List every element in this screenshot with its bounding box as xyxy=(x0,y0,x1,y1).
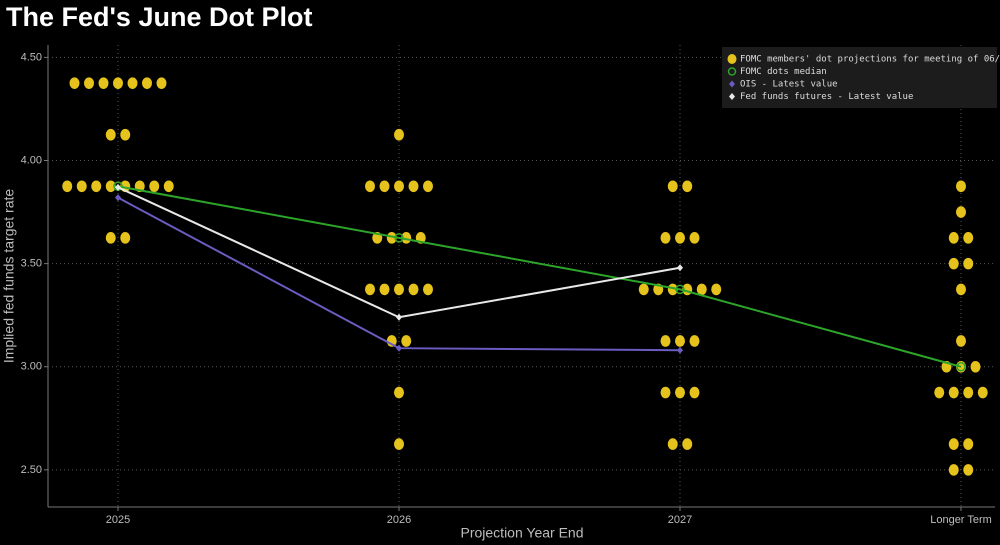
dot xyxy=(394,128,404,141)
dot xyxy=(948,257,959,270)
dot xyxy=(62,180,73,193)
dot xyxy=(660,335,671,347)
dot xyxy=(948,464,959,476)
dot xyxy=(638,283,649,296)
dot xyxy=(675,386,685,399)
x-axis-label: Projection Year End xyxy=(461,525,584,541)
median-marker xyxy=(675,284,685,295)
dot xyxy=(689,335,700,347)
dot xyxy=(408,180,419,193)
legend-marker xyxy=(729,80,735,88)
series-line xyxy=(117,185,962,368)
y-tick-label: 2.50 xyxy=(21,464,42,476)
x-tick-label: 2027 xyxy=(668,514,692,526)
y-tick-label: 4.50 xyxy=(21,51,42,63)
dot xyxy=(156,77,167,89)
legend-label: FOMC dots median xyxy=(740,67,827,77)
legend-marker xyxy=(727,54,737,64)
dot xyxy=(379,180,390,193)
dot xyxy=(149,180,160,193)
dot xyxy=(963,464,974,476)
dot xyxy=(423,283,433,296)
dot xyxy=(365,180,375,193)
legend-marker xyxy=(727,67,737,76)
median-marker xyxy=(956,362,966,372)
dot xyxy=(386,232,397,244)
dot xyxy=(91,180,102,193)
dot xyxy=(120,128,131,141)
dot xyxy=(98,77,109,89)
legend-label: Fed funds futures - Latest value xyxy=(740,92,913,102)
dot xyxy=(113,77,123,89)
y-tick-label: 3.50 xyxy=(21,258,42,270)
diamond-marker xyxy=(115,194,121,202)
dot xyxy=(84,77,94,89)
dot xyxy=(963,438,974,450)
dot xyxy=(956,283,966,296)
dot xyxy=(379,283,390,296)
dot xyxy=(963,232,974,244)
legend-label: FOMC members' dot projections for meetin… xyxy=(740,55,1000,65)
dot xyxy=(401,232,412,244)
dot xyxy=(963,386,974,399)
dot xyxy=(76,180,87,193)
dot xyxy=(970,360,981,373)
dot xyxy=(956,335,966,347)
dot xyxy=(963,257,974,270)
dot xyxy=(660,232,671,244)
diamond-marker xyxy=(677,346,683,354)
dot xyxy=(934,386,945,399)
legend-box xyxy=(722,47,997,108)
dot xyxy=(394,438,404,450)
dot xyxy=(394,180,404,193)
dot xyxy=(667,438,678,450)
dot xyxy=(163,180,174,193)
dot xyxy=(365,283,375,296)
diamond-marker xyxy=(396,344,402,352)
dot xyxy=(105,128,116,141)
dot xyxy=(689,386,700,399)
diamond-marker xyxy=(396,313,402,321)
dot xyxy=(675,335,685,347)
dot xyxy=(105,232,116,244)
dot xyxy=(948,386,959,399)
dot xyxy=(956,180,966,193)
dot xyxy=(675,232,685,244)
dot xyxy=(711,283,722,296)
dot xyxy=(689,232,700,244)
x-tick-label: 2025 xyxy=(106,514,130,526)
dot xyxy=(696,283,707,296)
dot xyxy=(667,283,678,296)
y-tick-label: 4.00 xyxy=(21,154,42,166)
dot xyxy=(394,283,404,296)
diamond-marker xyxy=(115,183,121,191)
chart-title: The Fed's June Dot Plot xyxy=(6,2,312,32)
y-tick-label: 3.00 xyxy=(21,361,42,373)
dot xyxy=(948,232,959,244)
dot xyxy=(69,77,80,89)
dot xyxy=(660,386,671,399)
dot xyxy=(401,335,412,347)
dot xyxy=(142,77,152,89)
median-marker xyxy=(394,233,404,243)
dot xyxy=(682,180,693,193)
legend-marker xyxy=(729,93,735,100)
x-tick-label: 2026 xyxy=(387,514,411,526)
dot xyxy=(682,438,693,450)
y-axis-label: Implied fed funds target rate xyxy=(1,189,17,364)
dot xyxy=(394,386,404,399)
dot xyxy=(408,283,419,296)
diamond-marker xyxy=(677,264,683,272)
dot xyxy=(127,77,138,89)
x-tick-label: Longer Term xyxy=(930,514,992,526)
dot xyxy=(977,386,988,399)
dot xyxy=(105,180,116,193)
legend-label: OIS - Latest value xyxy=(740,80,838,90)
dot xyxy=(120,232,131,244)
dot xyxy=(423,180,433,193)
dot xyxy=(667,180,678,193)
dot xyxy=(948,438,959,450)
dot xyxy=(956,206,966,218)
